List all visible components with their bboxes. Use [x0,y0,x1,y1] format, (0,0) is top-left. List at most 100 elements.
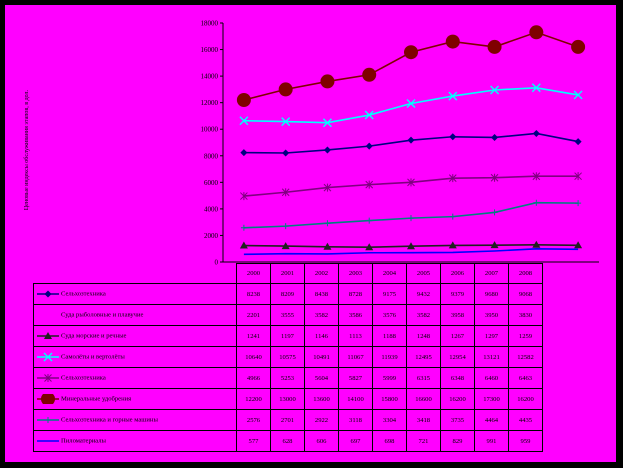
star-marker [365,180,374,189]
table-cell: 4464 [474,409,509,431]
series-3-point [573,90,583,100]
series-0-point [574,138,582,146]
table-cell: 8238 [236,283,271,305]
series-5-point [320,74,335,89]
table-cell: 11939 [372,346,407,368]
legend-label: Суда рыболовные и плавучие [61,311,144,319]
diamond-marker [407,136,415,144]
table-row: Суда рыболовные и плавучие 2201 3555 3582 35… [33,304,543,326]
table-year-header: 2007 [474,263,509,284]
table-cell: 3582 [406,304,441,326]
table-cell: 1259 [508,325,543,347]
table-corner [34,264,237,284]
legend-entry: Минеральные удобрения [33,388,237,410]
legend-entry: Суда морские и речные [33,325,237,347]
table-cell: 3418 [406,409,441,431]
series-5-point [487,39,502,54]
triangle-marker [532,240,541,248]
table-row: Самолёты и вертолёты 10640 10575 10491 11067… [33,346,543,368]
series-0-point [532,129,540,137]
table-year-header: 2003 [338,263,373,284]
legend-swatch [37,394,59,404]
series-5-point [529,25,544,40]
star-marker [574,172,582,181]
series-2-point [239,241,248,249]
table-year-header: 2000 [236,263,271,284]
table-cell: 16200 [440,388,475,410]
table-cell: 10491 [304,346,339,368]
table-cell: 1297 [474,325,509,347]
series-0-point [407,136,415,144]
table-cell: 2922 [304,409,339,431]
x-marker [573,90,583,100]
plus-marker [491,209,498,216]
legend-swatch [37,352,59,362]
table-cell: 5999 [372,367,407,389]
series-3-point [239,116,249,126]
y-tick-label: 8000 [204,152,219,160]
table-cell: 9432 [406,283,441,305]
table-cell: 3958 [440,304,475,326]
y-tick-label: 2000 [204,232,219,240]
legend-label: Сельхозтехника [61,374,106,382]
table-cell: 12200 [236,388,271,410]
series-0-point [491,133,499,141]
table-cell: 1146 [304,325,339,347]
y-tick-label: 4000 [204,205,219,213]
series-3-point [531,83,541,93]
series-0-point [282,149,290,157]
series-4-point [281,188,290,197]
y-tick-label: 6000 [204,179,219,187]
table-cell: 12495 [406,346,441,368]
table-cell: 2201 [236,304,271,326]
table-cell: 1248 [406,325,441,347]
table-cell: 6348 [440,367,475,389]
table-cell: 13600 [304,388,339,410]
table-cell: 3950 [474,304,509,326]
series-6-point [449,213,456,220]
series-4-point [407,178,415,187]
table-cell: 577 [236,430,271,452]
table-cell: 6460 [474,367,509,389]
series-2-point [323,242,332,250]
x-marker [281,117,291,127]
table-cell: 8728 [338,283,373,305]
table-header-row: 2000 2001 2002 2003 2004 2005 2006 2007 2008 [34,263,543,284]
y-tick-label: 14000 [201,73,219,81]
table-cell: 13000 [270,388,305,410]
circle-marker [487,39,502,54]
series-5-point [236,93,251,108]
legend-swatch [37,290,59,298]
star-marker [44,374,52,382]
series-3-point [281,117,291,127]
series-5-point [404,45,418,60]
table-cell: 3586 [338,304,373,326]
circle-marker [529,25,544,40]
table-row: Сельхозтехника 8238 8209 8438 8728 9175 9432 93… [33,283,543,305]
series-3-point [406,98,416,108]
series-1-point [533,206,540,213]
plus-marker [366,217,373,224]
series-6-point [366,217,373,224]
series-2-point [281,242,290,250]
series-1-point [408,211,414,218]
table-cell: 11067 [338,346,373,368]
legend-swatch [37,374,59,382]
series-1-point [282,211,289,218]
triangle-marker [490,241,499,249]
series-4-point [574,172,582,181]
square-marker [45,312,51,318]
legend-1-point [45,312,51,318]
circle-marker [571,39,586,54]
table-cell: 2701 [270,409,305,431]
table-cell: 5827 [338,367,373,389]
data-table: 2000 2001 2002 2003 2004 2005 2006 2007 2008 Сель… [33,263,543,452]
x-marker [531,83,541,93]
x-marker [43,352,53,362]
plus-marker [45,417,51,423]
x-marker [364,110,374,120]
diamond-marker [44,290,52,298]
table-cell: 10640 [236,346,271,368]
star-marker [281,188,290,197]
table-cell: 8438 [304,283,339,305]
